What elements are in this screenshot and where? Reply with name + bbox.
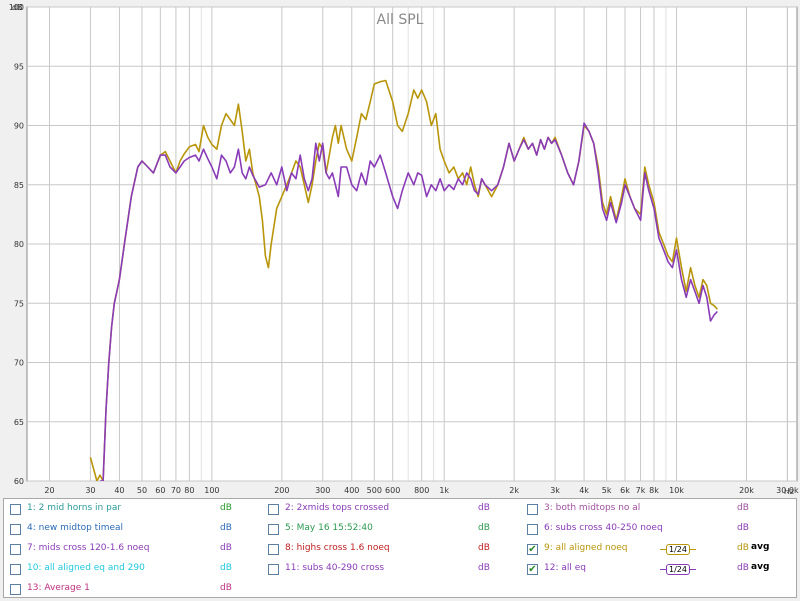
y-tick-label: 85 xyxy=(14,181,24,190)
legend-item[interactable]: 4: new midtop timeal dB xyxy=(10,520,268,540)
x-tick-label: 60 xyxy=(155,486,165,495)
legend-unit: dB xyxy=(478,563,490,573)
legend-unit: dB xyxy=(220,583,232,593)
legend-label: 1: 2 mid horns in par xyxy=(27,503,122,513)
y-tick-label: 100 xyxy=(9,3,24,12)
series-line-1[interactable] xyxy=(89,79,718,482)
legend-label: 3: both midtops no al xyxy=(544,503,641,513)
checkbox[interactable] xyxy=(10,564,21,575)
legend-avg-label: avg xyxy=(751,562,770,572)
checkbox[interactable] xyxy=(527,524,538,535)
legend-item[interactable]: 7: mids cross 120-1.6 noeq dB xyxy=(10,540,268,560)
series-line-2[interactable] xyxy=(100,122,718,481)
x-tick-label: 100 xyxy=(204,486,219,495)
x-tick-label: 70 xyxy=(171,486,181,495)
x-tick-label: 50 xyxy=(137,486,147,495)
x-tick-label: 4k xyxy=(579,486,589,495)
checkbox[interactable] xyxy=(527,504,538,515)
y-tick-label: 70 xyxy=(14,359,24,368)
chart-area: All SPL dB 60 65 70 75 80 85 90 95 100 20 30 40 50 6… xyxy=(8,3,799,496)
legend-panel: 1: 2 mid horns in par dB 2: 2xmids tops cr… xyxy=(3,498,797,598)
x-axis-unit-label: Hz xyxy=(784,487,794,496)
x-tick-label: 2k xyxy=(509,486,519,495)
checkbox[interactable] xyxy=(10,584,21,595)
legend-label: 7: mids cross 120-1.6 noeq xyxy=(27,543,150,553)
legend-unit: dB xyxy=(737,523,749,533)
chart-title: All SPL xyxy=(377,12,424,28)
x-tick-label: 6k xyxy=(620,486,630,495)
checkbox[interactable] xyxy=(10,524,21,535)
x-tick-label: 10k xyxy=(669,486,684,495)
x-tick-label: 800 xyxy=(414,486,429,495)
x-tick-label: 3k xyxy=(550,486,560,495)
legend-item[interactable]: 5: May 16 15:52:40 dB xyxy=(268,520,526,540)
checkbox[interactable] xyxy=(268,504,279,515)
legend-unit: dB xyxy=(478,523,490,533)
legend-item[interactable]: 11: subs 40-290 cross dB xyxy=(268,560,526,580)
legend-label: 12: all eq xyxy=(544,563,586,573)
legend-unit: dB xyxy=(737,563,749,573)
legend-item[interactable]: ✔ 12: all eq 1/24 dB avg xyxy=(527,560,785,580)
x-tick-label: 300 xyxy=(315,486,330,495)
legend-item[interactable]: 1: 2 mid horns in par dB xyxy=(10,500,268,520)
checkbox[interactable] xyxy=(10,544,21,555)
smoothing-badge[interactable]: 1/24 xyxy=(666,564,690,575)
x-tick-label: 8k xyxy=(649,486,659,495)
legend-item[interactable]: 6: subs cross 40-250 noeq dB xyxy=(527,520,785,540)
y-tick-label: 90 xyxy=(14,122,24,131)
checkbox[interactable] xyxy=(268,564,279,575)
legend-unit: dB xyxy=(220,503,232,513)
legend-item[interactable]: 2: 2xmids tops crossed dB xyxy=(268,500,526,520)
x-tick-label: 80 xyxy=(184,486,194,495)
legend-item[interactable]: 10: all aligned eq and 290 dB xyxy=(10,560,268,580)
legend-unit: dB xyxy=(220,563,232,573)
legend-label: 8: highs cross 1.6 noeq xyxy=(285,543,390,553)
y-tick-label: 65 xyxy=(14,418,24,427)
x-tick-label: 30.0k xyxy=(776,486,799,495)
legend-label: 2: 2xmids tops crossed xyxy=(285,503,390,513)
legend-label: 13: Average 1 xyxy=(27,583,90,593)
legend-avg-label: avg xyxy=(751,542,770,552)
x-tick-label: 30 xyxy=(85,486,95,495)
x-tick-label: 1k xyxy=(439,486,449,495)
x-tick-label: 200 xyxy=(274,486,289,495)
y-tick-label: 75 xyxy=(14,299,24,308)
checkbox-checked[interactable]: ✔ xyxy=(527,564,538,575)
legend-item[interactable]: 8: highs cross 1.6 noeq dB xyxy=(268,540,526,560)
legend-label: 6: subs cross 40-250 noeq xyxy=(544,523,663,533)
legend-label: 5: May 16 15:52:40 xyxy=(285,523,373,533)
y-tick-label: 80 xyxy=(14,240,24,249)
legend-unit: dB xyxy=(737,543,749,553)
x-tick-label: 20k xyxy=(739,486,754,495)
x-tick-label: 40 xyxy=(114,486,124,495)
legend-item[interactable]: 13: Average 1 dB xyxy=(10,580,268,600)
x-tick-label: 600 xyxy=(385,486,400,495)
legend-item[interactable]: ✔ 9: all aligned noeq 1/24 dB avg xyxy=(527,540,785,560)
legend-unit: dB xyxy=(220,523,232,533)
x-tick-label: 400 xyxy=(344,486,359,495)
y-tick-label: 60 xyxy=(14,477,24,486)
x-tick-label: 7k xyxy=(636,486,646,495)
checkbox-checked[interactable]: ✔ xyxy=(527,544,538,555)
smoothing-badge[interactable]: 1/24 xyxy=(666,544,690,555)
legend-label: 9: all aligned noeq xyxy=(544,543,628,553)
legend-label: 10: all aligned eq and 290 xyxy=(27,563,145,573)
x-tick-label: 5k xyxy=(602,486,612,495)
legend-label: 11: subs 40-290 cross xyxy=(285,563,385,573)
legend-unit: dB xyxy=(478,503,490,513)
x-tick-label: 20 xyxy=(44,486,54,495)
x-tick-label: 500 xyxy=(367,486,382,495)
checkbox[interactable] xyxy=(268,524,279,535)
legend-unit: dB xyxy=(220,543,232,553)
checkbox[interactable] xyxy=(10,504,21,515)
y-axis-unit-label: dB xyxy=(12,3,23,12)
legend-unit: dB xyxy=(737,503,749,513)
legend-label: 4: new midtop timeal xyxy=(27,523,124,533)
y-tick-label: 95 xyxy=(14,62,24,71)
checkbox[interactable] xyxy=(268,544,279,555)
legend-unit: dB xyxy=(478,543,490,553)
legend-item[interactable]: 3: both midtops no al dB xyxy=(527,500,785,520)
